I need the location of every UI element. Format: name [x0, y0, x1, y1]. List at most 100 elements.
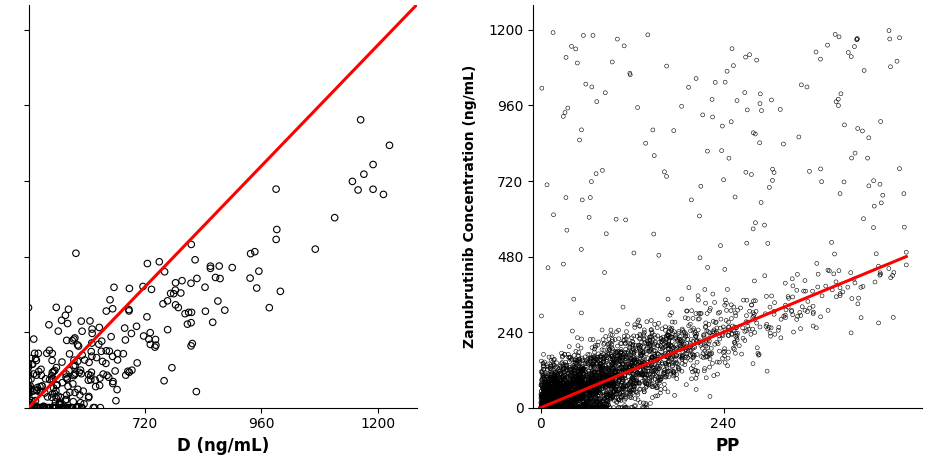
- Point: [583, 356, 598, 363]
- Point: [663, 342, 678, 349]
- Point: [573, 370, 588, 378]
- Point: [544, 386, 560, 393]
- Point: [546, 389, 561, 397]
- Point: [621, 354, 637, 361]
- Point: [566, 389, 581, 397]
- Point: [571, 385, 586, 393]
- Point: [59, 374, 74, 381]
- Point: [24, 397, 39, 405]
- Point: [658, 374, 674, 381]
- Point: [545, 375, 560, 383]
- Point: [567, 370, 582, 377]
- Point: [553, 380, 568, 387]
- Point: [601, 361, 617, 368]
- Point: [594, 377, 609, 384]
- Point: [569, 377, 584, 384]
- Point: [549, 379, 564, 387]
- Point: [545, 393, 560, 401]
- Point: [548, 396, 563, 403]
- Point: [762, 183, 777, 191]
- Point: [84, 372, 99, 380]
- Point: [830, 95, 846, 103]
- Point: [618, 377, 634, 385]
- Point: [543, 393, 559, 401]
- Point: [562, 404, 578, 411]
- Point: [537, 383, 552, 391]
- Point: [537, 358, 552, 366]
- Point: [607, 380, 622, 387]
- Point: [589, 360, 604, 367]
- Point: [646, 368, 661, 375]
- Point: [601, 391, 617, 399]
- Point: [638, 401, 654, 409]
- Point: [562, 404, 578, 411]
- Point: [548, 404, 563, 411]
- Point: [594, 363, 609, 371]
- Point: [21, 400, 36, 408]
- Point: [650, 349, 665, 357]
- Point: [883, 63, 898, 71]
- Point: [636, 332, 652, 339]
- Point: [542, 378, 557, 385]
- Point: [545, 402, 560, 410]
- Point: [542, 404, 557, 411]
- Point: [659, 173, 674, 180]
- Point: [545, 404, 560, 411]
- Point: [562, 354, 578, 361]
- Point: [549, 404, 564, 411]
- Point: [538, 404, 553, 411]
- Point: [556, 404, 571, 411]
- Point: [568, 404, 583, 411]
- Point: [539, 394, 554, 401]
- Point: [99, 307, 114, 315]
- Point: [676, 335, 692, 342]
- Point: [544, 397, 560, 405]
- Point: [752, 100, 768, 107]
- Point: [584, 369, 599, 376]
- Point: [21, 404, 36, 411]
- Point: [556, 404, 571, 411]
- Point: [633, 352, 648, 359]
- Point: [565, 375, 580, 383]
- Point: [592, 404, 607, 411]
- Point: [547, 388, 562, 396]
- Point: [548, 404, 563, 411]
- Point: [579, 387, 594, 395]
- Point: [556, 383, 571, 391]
- Point: [558, 399, 573, 406]
- Point: [586, 401, 601, 409]
- Point: [540, 379, 555, 386]
- Point: [548, 404, 563, 411]
- Point: [560, 392, 576, 399]
- Point: [616, 303, 631, 311]
- Point: [556, 404, 571, 411]
- Point: [568, 380, 583, 388]
- Point: [557, 404, 572, 411]
- Point: [585, 379, 600, 387]
- Point: [602, 378, 618, 386]
- Point: [583, 361, 598, 368]
- Point: [662, 324, 677, 331]
- Point: [568, 359, 583, 367]
- Point: [600, 351, 616, 358]
- Point: [712, 324, 728, 332]
- Point: [570, 404, 585, 411]
- Point: [702, 337, 717, 345]
- Point: [535, 404, 550, 411]
- Point: [66, 371, 82, 378]
- Point: [652, 365, 667, 372]
- Point: [544, 404, 560, 411]
- Point: [596, 374, 611, 382]
- Point: [698, 353, 713, 361]
- Point: [631, 341, 646, 349]
- Point: [540, 404, 555, 411]
- Point: [538, 378, 553, 386]
- Point: [46, 375, 61, 383]
- Point: [607, 397, 622, 404]
- Point: [539, 404, 554, 411]
- Point: [568, 392, 583, 400]
- Point: [621, 363, 637, 370]
- Point: [538, 404, 553, 411]
- Point: [21, 401, 36, 408]
- Point: [593, 382, 608, 390]
